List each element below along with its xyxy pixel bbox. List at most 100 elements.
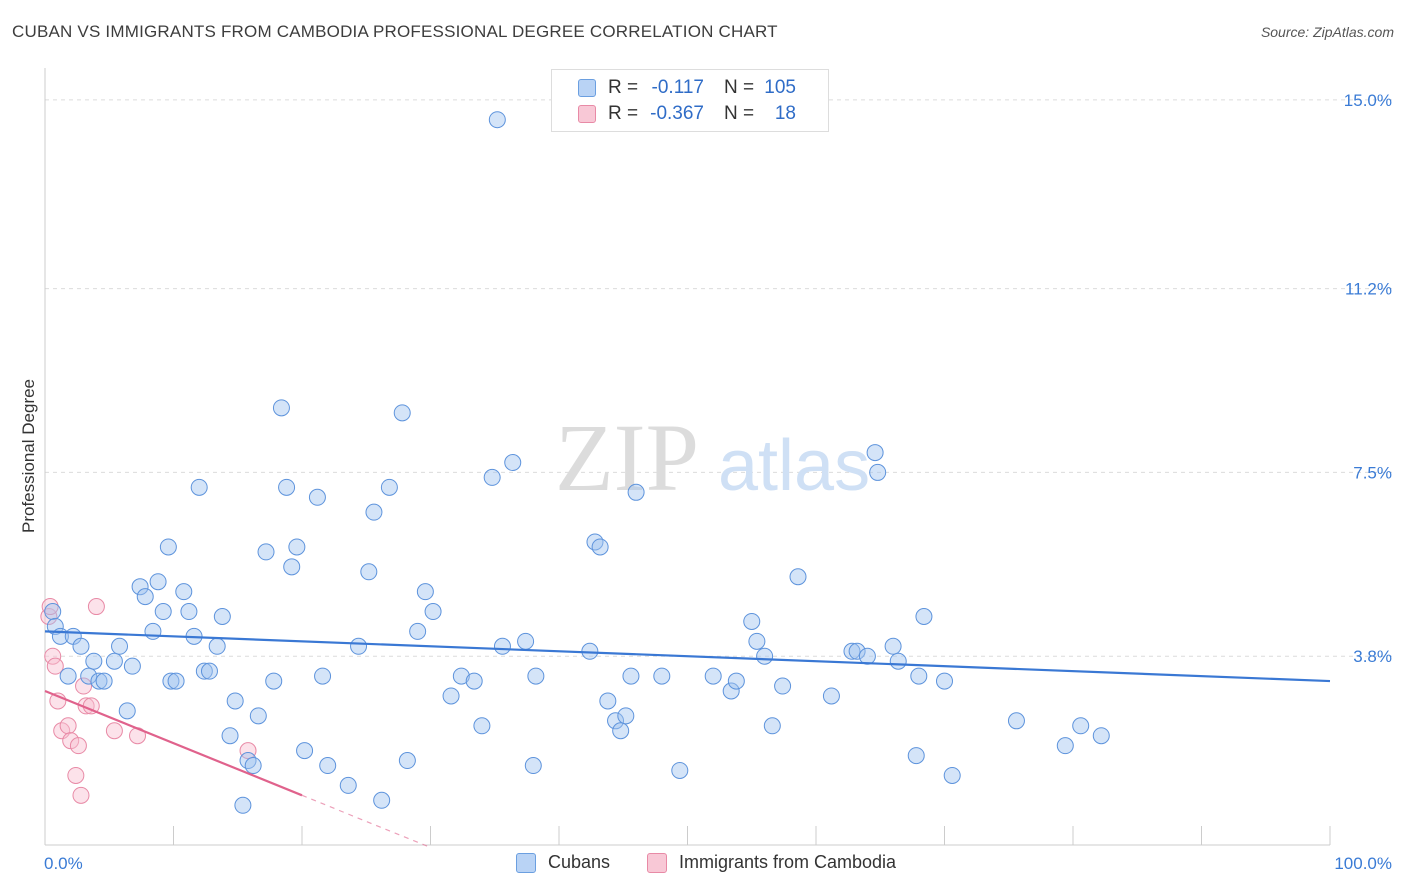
watermark-atlas: atlas xyxy=(718,426,870,506)
cuban-point xyxy=(843,642,861,660)
x-tick-labels: 0.0% 100.0% xyxy=(44,854,1392,873)
cuban-point xyxy=(416,583,434,601)
cuban-point xyxy=(162,672,180,690)
cuban-point xyxy=(493,637,511,655)
y-tick-label: 11.2% xyxy=(1345,280,1392,299)
cuban-point xyxy=(319,757,337,775)
series-cubans xyxy=(44,111,1110,814)
cuban-point xyxy=(90,672,108,690)
cuban-point xyxy=(442,687,460,705)
legend-swatch-cubans xyxy=(516,852,536,873)
gridlines xyxy=(45,99,1392,657)
y-tick-label: 15.0% xyxy=(1344,91,1392,110)
cubans-trend-line xyxy=(44,630,1331,683)
cuban-point xyxy=(278,478,296,496)
cuban-point xyxy=(889,652,907,670)
cuban-point xyxy=(221,727,239,745)
legend-label-cubans: Cubans xyxy=(548,852,611,872)
x-tick-label: 0.0% xyxy=(44,854,83,873)
cuban-point xyxy=(704,667,722,685)
cuban-point xyxy=(265,672,283,690)
cuban-point xyxy=(653,667,671,685)
legend-label-cambodia: Immigrants from Cambodia xyxy=(679,852,897,872)
cuban-point xyxy=(617,707,635,725)
trend-lines xyxy=(44,630,1331,849)
legend-r-value: -0.117 xyxy=(651,77,704,98)
cuban-point xyxy=(105,652,123,670)
cuban-point xyxy=(858,647,876,665)
legend-r-label: R = xyxy=(608,77,639,98)
cuban-point xyxy=(95,672,113,690)
cuban-point xyxy=(884,637,902,655)
cuban-point xyxy=(789,568,807,586)
cuban-point xyxy=(46,617,64,635)
watermark-zip: ZIP xyxy=(555,404,699,511)
cuban-point xyxy=(743,612,761,630)
source-label: Source: ZipAtlas.com xyxy=(1260,24,1394,40)
cuban-point xyxy=(607,712,625,730)
y-tick-label: 7.5% xyxy=(1353,463,1392,482)
cambodia-point xyxy=(44,647,62,665)
cuban-point xyxy=(136,588,154,606)
cambodia-point xyxy=(46,657,64,675)
cuban-point xyxy=(380,478,398,496)
cuban-point xyxy=(907,747,925,765)
legend-item-cubans[interactable]: Cubans xyxy=(516,852,610,873)
cambodia-point xyxy=(72,786,90,804)
chart-title: CUBAN VS IMMIGRANTS FROM CAMBODIA PROFES… xyxy=(12,22,778,41)
cuban-point xyxy=(180,603,198,621)
cuban-point xyxy=(465,672,483,690)
cambodia-point xyxy=(59,717,77,735)
cuban-point xyxy=(272,399,290,417)
legend-n-value: 18 xyxy=(774,103,796,124)
cuban-point xyxy=(118,702,136,720)
cuban-point xyxy=(213,607,231,625)
cuban-point xyxy=(591,538,609,556)
series-legend: Cubans Immigrants from Cambodia xyxy=(0,852,1406,876)
cuban-point xyxy=(373,791,391,809)
legend-r-label: R = xyxy=(608,103,639,124)
cuban-point xyxy=(763,717,781,735)
cuban-point xyxy=(167,672,185,690)
cuban-point xyxy=(360,563,378,581)
cuban-point xyxy=(200,662,218,680)
cuban-point xyxy=(111,637,129,655)
cuban-point xyxy=(599,692,617,710)
cuban-point xyxy=(527,667,545,685)
cuban-point xyxy=(866,444,884,462)
cuban-point xyxy=(365,503,383,521)
cuban-point xyxy=(131,578,149,596)
y-axis-label: Professional Degree xyxy=(19,379,38,533)
cuban-point xyxy=(727,672,745,690)
cuban-point xyxy=(154,603,172,621)
cuban-point xyxy=(350,637,368,655)
cuban-point xyxy=(239,752,257,770)
cuban-point xyxy=(123,657,141,675)
cuban-point xyxy=(848,642,866,660)
cuban-point xyxy=(393,404,411,422)
legend-n-label: N = xyxy=(724,103,755,124)
cuban-point xyxy=(44,603,62,621)
legend-swatch-cambodia xyxy=(647,852,667,873)
cuban-point xyxy=(915,607,933,625)
cuban-point xyxy=(339,776,357,794)
cuban-point xyxy=(226,692,244,710)
cuban-point xyxy=(1072,717,1090,735)
legend-swatch-cambodia xyxy=(578,105,596,123)
legend-r-value: -0.367 xyxy=(650,103,704,124)
cuban-point xyxy=(283,558,301,576)
cambodia-point xyxy=(41,598,59,616)
cuban-point xyxy=(488,111,506,129)
cuban-point xyxy=(159,538,177,556)
y-tick-labels: 3.8% 7.5% 11.2% 15.0% xyxy=(1344,91,1392,666)
cuban-point xyxy=(1007,712,1025,730)
cambodia-point xyxy=(69,737,87,755)
cuban-point xyxy=(1056,737,1074,755)
cuban-point xyxy=(257,543,275,561)
cambodia-point xyxy=(105,722,123,740)
legend-n-label: N = xyxy=(724,77,755,98)
cuban-point xyxy=(473,717,491,735)
cuban-point xyxy=(517,632,535,650)
legend-item-cambodia[interactable]: Immigrants from Cambodia xyxy=(647,852,896,873)
